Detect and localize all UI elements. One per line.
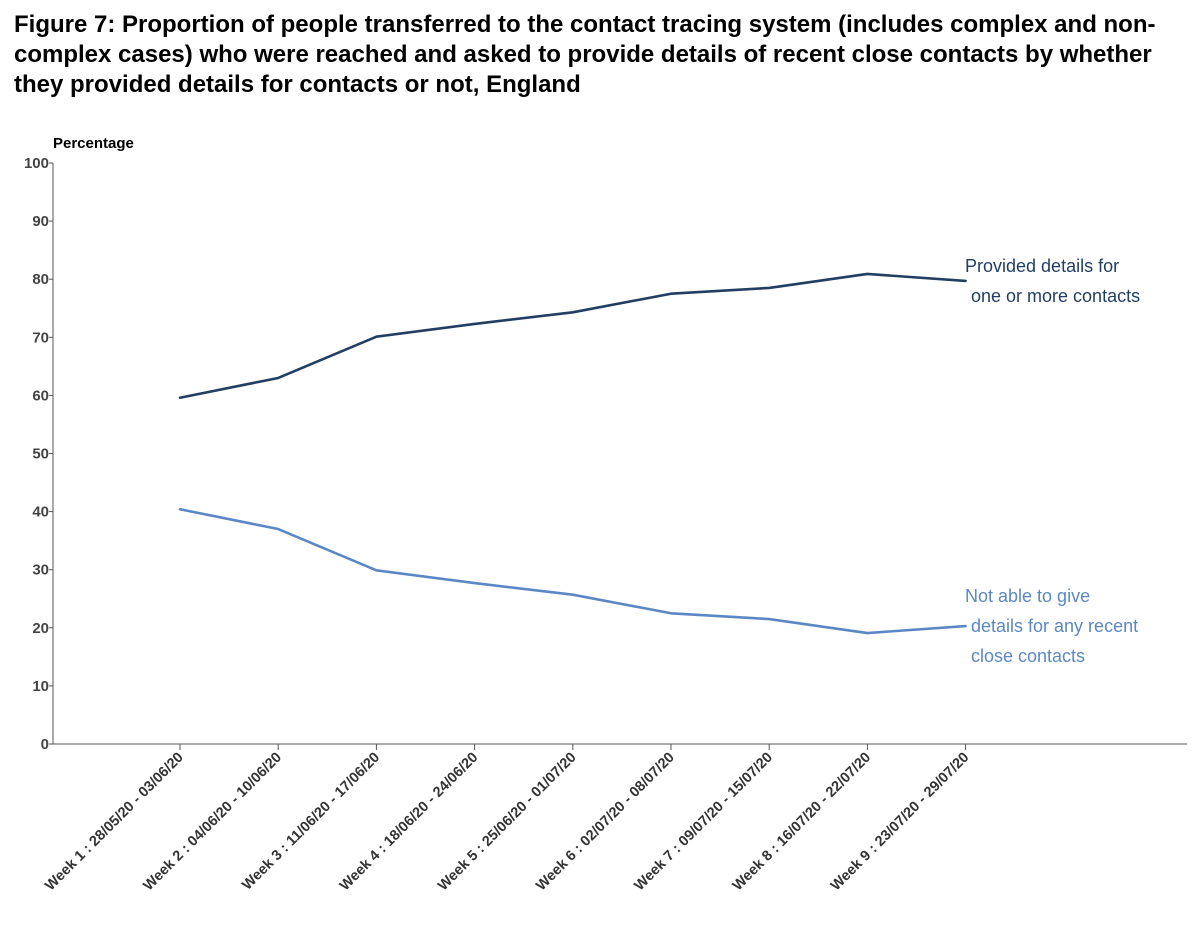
series-label-line: Not able to give bbox=[965, 586, 1090, 606]
series-labels: Provided details for one or more contacts… bbox=[965, 256, 1140, 666]
y-tick-label: 30 bbox=[32, 562, 49, 579]
chart-axes: Percentage bbox=[52, 135, 1187, 745]
y-tick-label: 10 bbox=[32, 678, 49, 695]
y-axis-ticks: 0 10 20 30 40 50 60 70 80 90 100 bbox=[24, 155, 53, 753]
series-label-line: details for any recent bbox=[971, 616, 1138, 636]
y-tick-label: 100 bbox=[24, 155, 49, 172]
series-label-line: Provided details for bbox=[965, 256, 1119, 276]
y-tick-label: 0 bbox=[41, 736, 49, 753]
series-line-1 bbox=[178, 272, 967, 400]
y-tick-label: 70 bbox=[32, 329, 49, 346]
series-label-line: close contacts bbox=[971, 646, 1085, 666]
y-tick-label: 60 bbox=[32, 387, 49, 404]
series-label-line: one or more contacts bbox=[971, 286, 1140, 306]
y-tick-label: 20 bbox=[32, 620, 49, 637]
y-tick-label: 40 bbox=[32, 504, 49, 521]
y-axis-title: Percentage bbox=[53, 135, 134, 152]
y-tick-label: 80 bbox=[32, 271, 49, 288]
y-tick-label: 50 bbox=[32, 446, 49, 463]
y-tick-label: 90 bbox=[32, 213, 49, 230]
chart-title: Figure 7: Proportion of people transferr… bbox=[14, 11, 1156, 98]
series-line-2 bbox=[178, 507, 967, 635]
series-lines bbox=[178, 272, 967, 635]
